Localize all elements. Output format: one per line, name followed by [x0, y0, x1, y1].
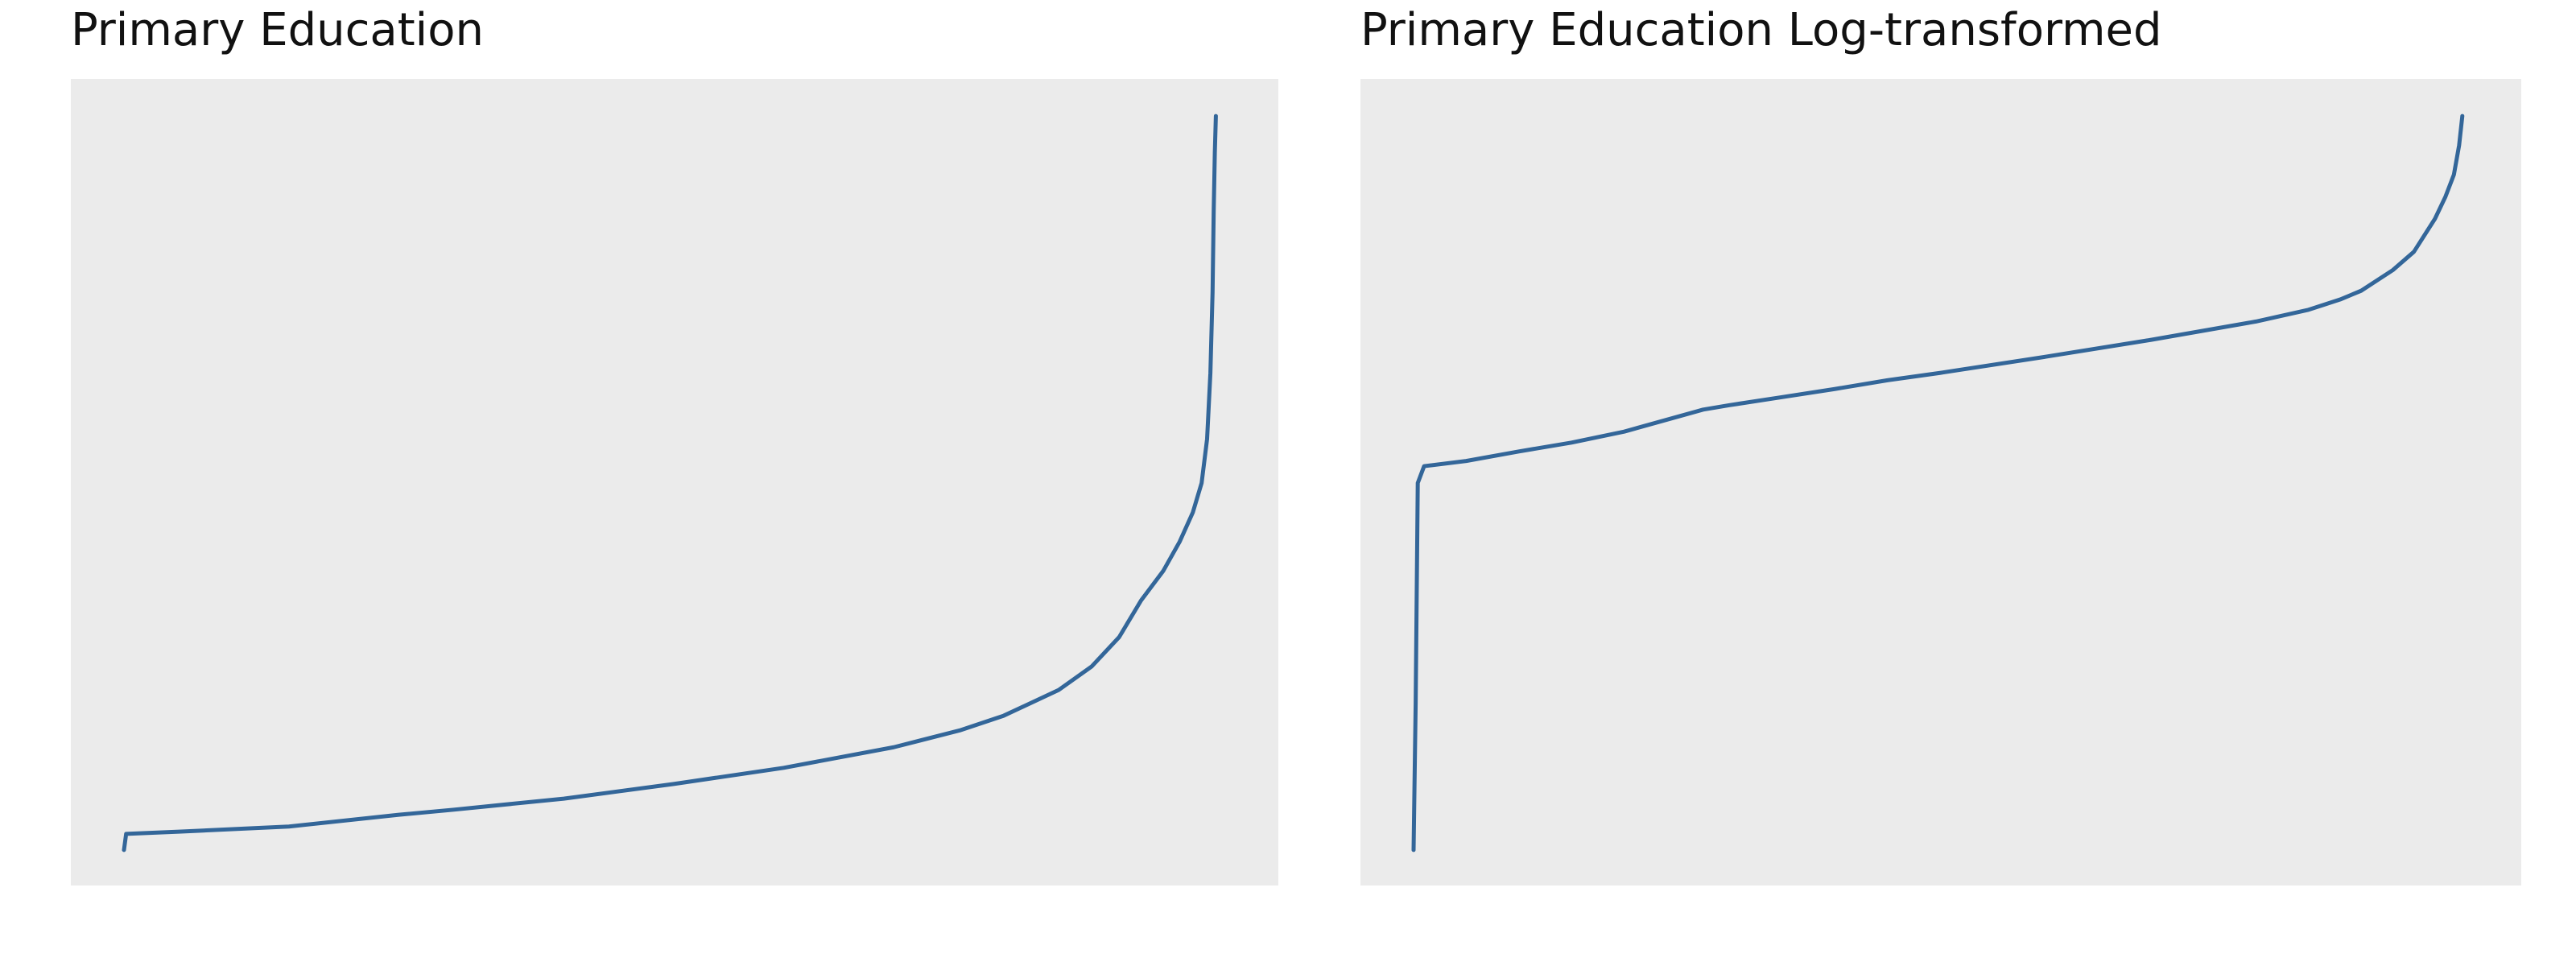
line-chart-svg — [122, 114, 1218, 852]
series-line — [122, 114, 1218, 852]
series-line — [1411, 114, 2465, 852]
chart-panel-primary-education: Primary Education — [71, 0, 1278, 902]
chart-title: Primary Education — [71, 4, 484, 56]
line-chart-svg — [1411, 114, 2465, 852]
plot-area — [1360, 79, 2521, 886]
chart-panel-primary-education-log: Primary Education Log-transformed — [1360, 0, 2521, 902]
plot-area — [71, 79, 1278, 886]
chart-title: Primary Education Log-transformed — [1360, 4, 2162, 56]
